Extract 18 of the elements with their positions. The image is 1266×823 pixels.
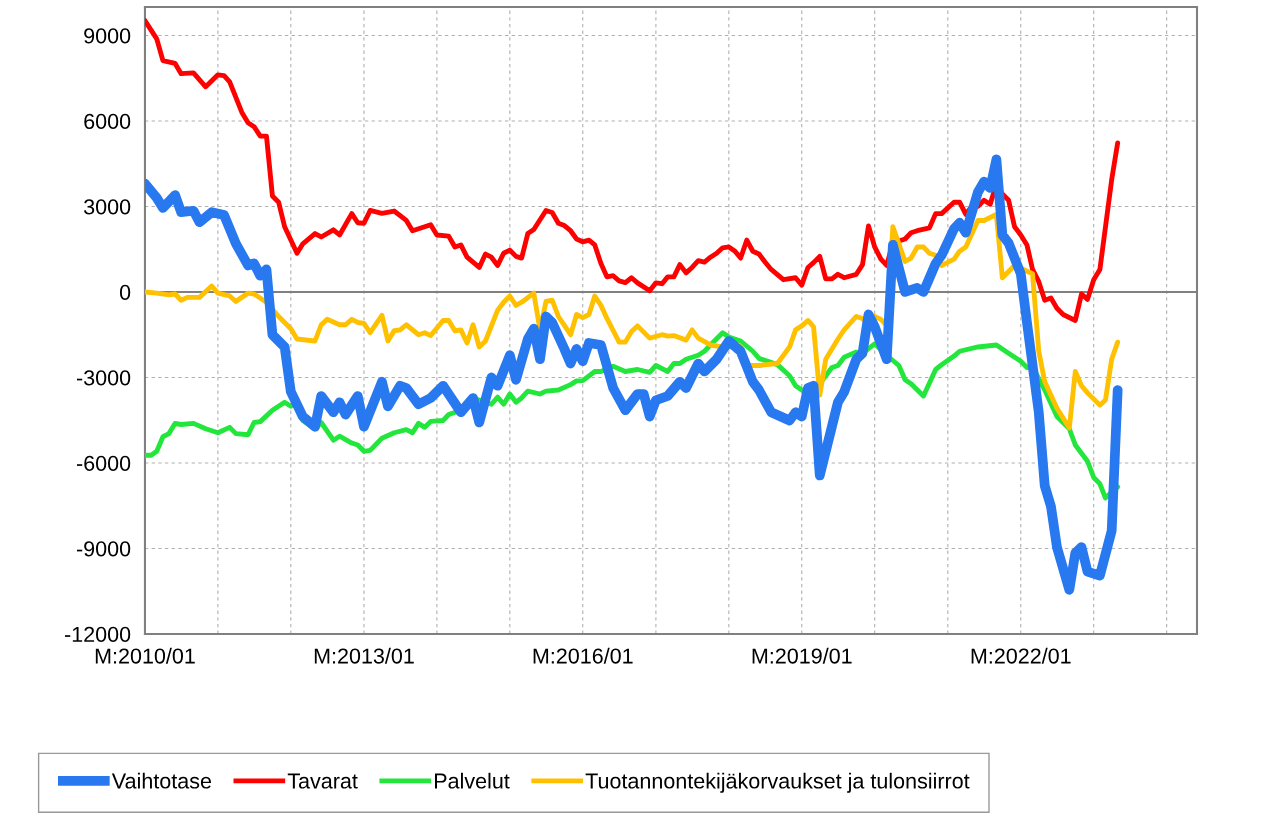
- y-tick-label: -3000: [76, 370, 131, 386]
- y-tick-label: -6000: [76, 455, 131, 471]
- line-series: [144, 18, 1121, 323]
- legend-label: Tuotannontekijäkorvaukset ja tulonsiirrot: [585, 772, 970, 793]
- x-tick-label: M:2019/01: [752, 647, 852, 664]
- x-tick-label: M:2010/01: [95, 647, 195, 664]
- legend-label: Tavarat: [287, 773, 358, 789]
- x-tick-label: M:2013/01: [314, 647, 414, 664]
- y-tick-label: -9000: [76, 541, 131, 557]
- legend-label: Vaihtotase: [111, 772, 211, 789]
- y-tick-label: 3000: [84, 199, 131, 215]
- x-tick-label: M:2016/01: [533, 647, 633, 664]
- x-tick-label: M:2022/01: [971, 647, 1071, 664]
- y-tick-label: -12000: [65, 626, 131, 642]
- y-tick-label: 9000: [84, 28, 131, 44]
- y-tick-label: 0: [119, 284, 131, 300]
- legend-label: Palvelut: [434, 772, 510, 789]
- y-tick-label: 6000: [84, 113, 131, 129]
